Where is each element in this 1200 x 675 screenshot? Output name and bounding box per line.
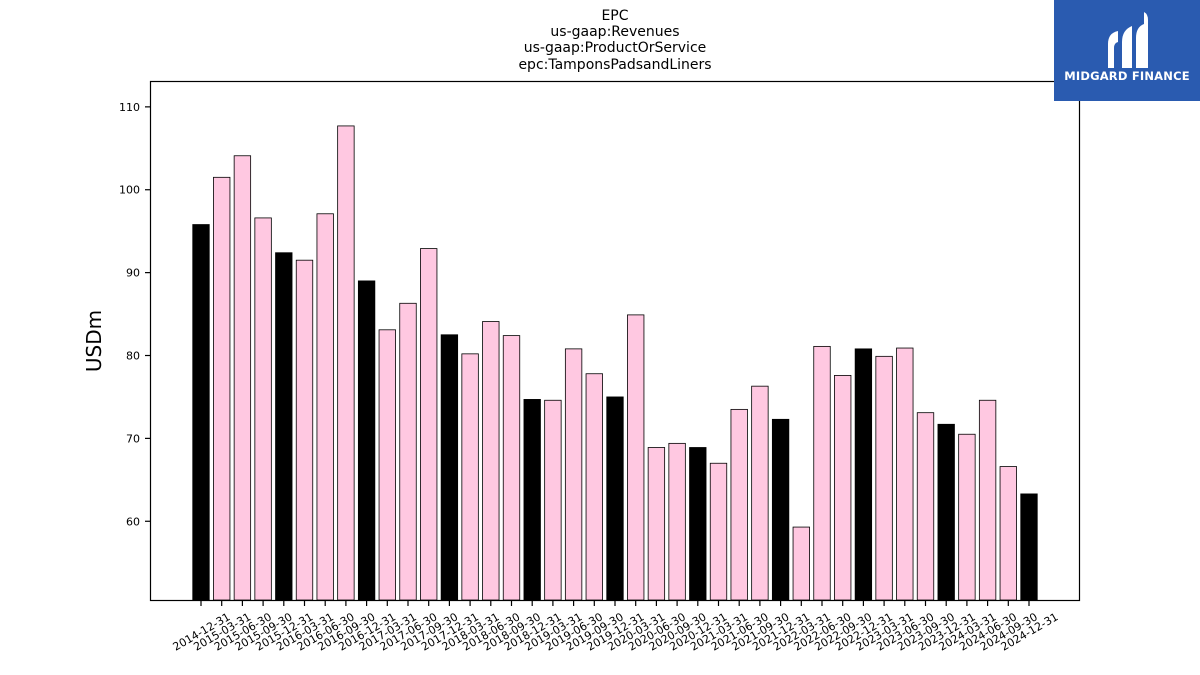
bar-2016-12-31 xyxy=(357,280,376,601)
bar-2024-03-31 xyxy=(958,433,976,601)
bar-2021-12-31 xyxy=(771,418,790,601)
bar-2016-06-30 xyxy=(316,213,334,601)
title-line-1: EPC xyxy=(601,8,628,24)
y-axis: 60 70 80 90 100 110 xyxy=(119,101,151,528)
bar-2022-03-31 xyxy=(792,526,810,601)
bar-2022-09-30 xyxy=(834,374,852,601)
bar-2017-09-30 xyxy=(420,248,438,601)
bar-2016-03-31 xyxy=(295,259,314,601)
bar-2020-03-31 xyxy=(627,314,645,601)
bar-2014-12-31 xyxy=(192,224,210,601)
logo-text: MIDGARD FINANCE xyxy=(1064,69,1190,83)
y-tick-label: 80 xyxy=(126,350,140,363)
bar-2020-09-30 xyxy=(668,442,686,601)
y-tick-label: 110 xyxy=(119,101,140,114)
bar-2016-09-30 xyxy=(337,125,355,601)
chart-title: EPC us-gaap:Revenues us-gaap:ProductOrSe… xyxy=(518,8,711,73)
bar-2024-12-31 xyxy=(1020,493,1038,601)
bar-2021-06-30 xyxy=(730,408,748,601)
bar-2017-03-31 xyxy=(378,329,396,601)
bars-group xyxy=(192,125,1038,601)
bar-2017-12-31 xyxy=(440,334,459,601)
bar-2023-12-31 xyxy=(937,423,955,601)
bar-2020-12-31 xyxy=(689,447,707,601)
bar-2018-09-30 xyxy=(502,335,521,601)
bar-2019-09-30 xyxy=(585,373,603,601)
bar-2017-06-30 xyxy=(399,302,417,601)
bar-2023-09-30 xyxy=(916,412,935,601)
logo-mark-icon xyxy=(1108,12,1148,68)
title-line-4: epc:TamponsPadsandLiners xyxy=(518,57,711,73)
bar-2023-06-30 xyxy=(896,347,914,601)
x-axis: 2014-12-312015-03-312015-06-302015-09-30… xyxy=(171,600,1061,654)
bar-2022-12-31 xyxy=(854,348,873,601)
bar-2022-06-30 xyxy=(813,345,831,601)
bar-2020-06-30 xyxy=(647,447,666,601)
title-line-3: us-gaap:ProductOrService xyxy=(524,40,707,56)
bar-2015-06-30 xyxy=(233,155,252,601)
bar-2019-03-31 xyxy=(544,399,562,601)
y-tick-label: 90 xyxy=(126,267,140,280)
bar-2023-03-31 xyxy=(875,355,893,601)
bar-2024-06-30 xyxy=(978,399,997,601)
bar-2024-09-30 xyxy=(999,466,1017,601)
y-tick-label: 100 xyxy=(119,184,140,197)
title-line-2: us-gaap:Revenues xyxy=(550,24,679,40)
bar-2019-06-30 xyxy=(564,348,583,601)
bar-2015-09-30 xyxy=(254,217,272,601)
bar-2021-09-30 xyxy=(751,385,769,601)
bar-2021-03-31 xyxy=(709,462,728,601)
y-tick-label: 60 xyxy=(126,515,140,528)
y-tick-label: 70 xyxy=(126,432,140,445)
bar-2015-12-31 xyxy=(275,252,293,601)
bar-2018-12-31 xyxy=(523,399,541,601)
y-axis-label: USDm xyxy=(82,310,106,372)
midgard-finance-logo: MIDGARD FINANCE xyxy=(1054,0,1200,101)
bar-2019-12-31 xyxy=(606,396,624,601)
bar-2015-03-31 xyxy=(213,176,231,601)
bar-2018-06-30 xyxy=(482,321,500,601)
bar-2018-03-31 xyxy=(461,353,479,601)
